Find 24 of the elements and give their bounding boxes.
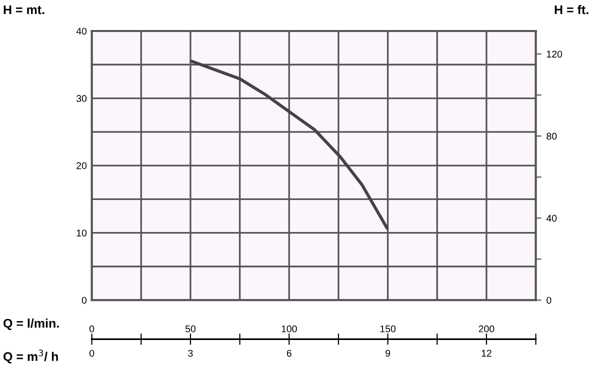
x-tick-label: 0 [89,325,94,332]
x-tick-label: 150 [380,325,396,332]
y-tick-label: 0 [82,296,87,304]
y-axis-title: H = mt. [4,5,44,14]
x-axis-title: Q = l/min. [4,318,59,330]
y-tick-label: 40 [76,28,87,35]
y-tick-label: 30 [76,95,87,102]
y2-axis-title: H = ft. [554,4,588,14]
y2-tick-label: 120 [546,50,562,58]
x2-tick-label: 12 [482,350,492,357]
x2-tick-label: 3 [188,350,193,357]
line-series [190,60,389,230]
y2-tick-label: 80 [546,132,557,140]
x2-tick-label: 6 [286,350,292,357]
x-tick-label: 50 [185,325,196,332]
y2-tick-label: 0 [546,296,552,304]
x-tick-label: 200 [478,325,494,332]
x-tick-label: 100 [282,325,297,332]
y-tick-label: 10 [76,230,87,236]
y2-tick-label: 40 [546,214,557,222]
x2-tick-label: 0 [89,350,94,357]
x2-axis-title: Q = m$^{3}$/ h [4,350,58,364]
x2-tick-label: 9 [386,350,390,357]
y-tick-label: 20 [76,162,87,170]
